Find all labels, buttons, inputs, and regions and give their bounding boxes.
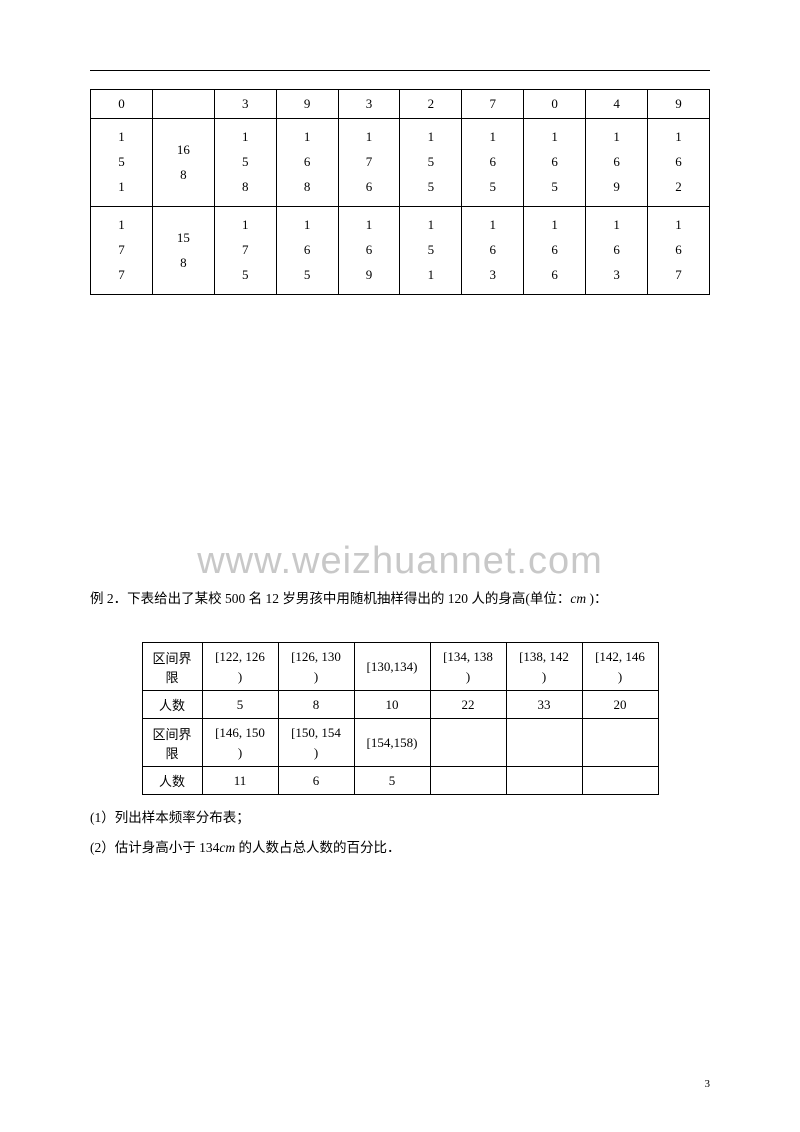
row-header: 人数 xyxy=(142,767,202,795)
cell xyxy=(582,719,658,767)
cell: 158 xyxy=(152,207,214,295)
table-row: 177 158 175 165 169 151 163 166 163 167 xyxy=(91,207,710,295)
cell: 151 xyxy=(91,119,153,207)
cell: 33 xyxy=(506,691,582,719)
cell: 3 xyxy=(338,90,400,119)
table-row: 151 168 158 168 176 155 165 165 169 162 xyxy=(91,119,710,207)
cell: 2 xyxy=(400,90,462,119)
cell: 7 xyxy=(462,90,524,119)
cell: 5 xyxy=(354,767,430,795)
cell xyxy=(582,767,658,795)
cell xyxy=(506,767,582,795)
cell: 167 xyxy=(648,207,710,295)
cell: 168 xyxy=(152,119,214,207)
page-number: 3 xyxy=(705,1078,711,1090)
watermark: www.weizhuannet.com xyxy=(0,540,800,583)
cell: 11 xyxy=(202,767,278,795)
table-row: 区间界限 [146, 150) [150, 154) [154,158) xyxy=(142,719,658,767)
cell: [126, 130) xyxy=(278,643,354,691)
cell: 5 xyxy=(202,691,278,719)
cell: 20 xyxy=(582,691,658,719)
cell: [122, 126) xyxy=(202,643,278,691)
cell: [130,134) xyxy=(354,643,430,691)
cell: [150, 154) xyxy=(278,719,354,767)
cell xyxy=(152,90,214,119)
top-rule xyxy=(90,70,710,71)
row-header: 区间界限 xyxy=(142,719,202,767)
question-2: (2）估计身高小于 134cm 的人数占总人数的百分比． xyxy=(90,833,710,863)
cell xyxy=(506,719,582,767)
table-row: 人数 5 8 10 22 33 20 xyxy=(142,691,658,719)
example-2-intro: 例 2．下表给出了某校 500 名 12 岁男孩中用随机抽样得出的 120 人的… xyxy=(90,585,710,612)
cell: [146, 150) xyxy=(202,719,278,767)
table-row: 人数 11 6 5 xyxy=(142,767,658,795)
cell: 0 xyxy=(524,90,586,119)
cell: 155 xyxy=(400,119,462,207)
cell: 162 xyxy=(648,119,710,207)
row-header: 人数 xyxy=(142,691,202,719)
question-1: (1）列出样本频率分布表； xyxy=(90,803,710,833)
cell: 9 xyxy=(276,90,338,119)
cell: [142, 146) xyxy=(582,643,658,691)
cell: 165 xyxy=(462,119,524,207)
cell: 158 xyxy=(214,119,276,207)
cell: 22 xyxy=(430,691,506,719)
cell: 165 xyxy=(276,207,338,295)
cell: 151 xyxy=(400,207,462,295)
cell: 177 xyxy=(91,207,153,295)
cell: 166 xyxy=(524,207,586,295)
cell: 175 xyxy=(214,207,276,295)
cell: 10 xyxy=(354,691,430,719)
cell: 4 xyxy=(586,90,648,119)
cell: 0 xyxy=(91,90,153,119)
row-header: 区间界限 xyxy=(142,643,202,691)
data-table-2: 区间界限 [122, 126) [126, 130) [130,134) [13… xyxy=(142,642,659,795)
cell: 169 xyxy=(338,207,400,295)
cell: [134, 138) xyxy=(430,643,506,691)
cell xyxy=(430,719,506,767)
cell: 163 xyxy=(586,207,648,295)
cell: 6 xyxy=(278,767,354,795)
cell: 3 xyxy=(214,90,276,119)
data-table-1: 0 3 9 3 2 7 0 4 9 151 168 158 168 176 15… xyxy=(90,89,710,295)
cell: [154,158) xyxy=(354,719,430,767)
table-row: 区间界限 [122, 126) [126, 130) [130,134) [13… xyxy=(142,643,658,691)
cell: 163 xyxy=(462,207,524,295)
cell: 168 xyxy=(276,119,338,207)
cell: 8 xyxy=(278,691,354,719)
cell xyxy=(430,767,506,795)
cell: [138, 142) xyxy=(506,643,582,691)
cell: 169 xyxy=(586,119,648,207)
cell: 176 xyxy=(338,119,400,207)
cell: 165 xyxy=(524,119,586,207)
cell: 9 xyxy=(648,90,710,119)
table-row: 0 3 9 3 2 7 0 4 9 xyxy=(91,90,710,119)
